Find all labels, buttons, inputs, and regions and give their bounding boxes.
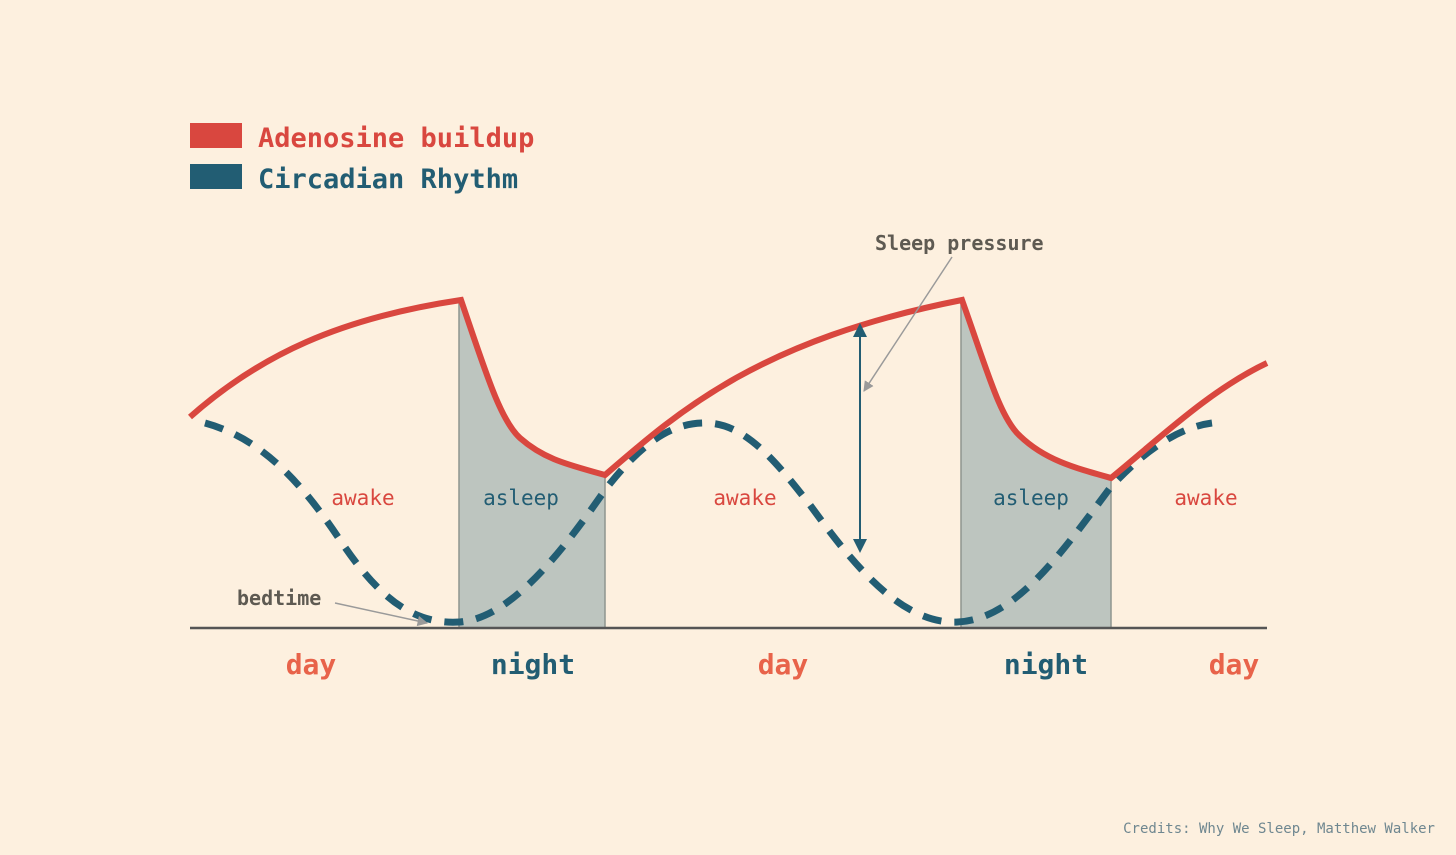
period-label-day: day	[1209, 648, 1260, 681]
period-label-day: day	[286, 648, 337, 681]
bedtime-label: bedtime	[237, 586, 321, 610]
legend-circadian-label: Circadian Rhythm	[258, 164, 518, 195]
legend-adenosine-label: Adenosine buildup	[258, 123, 534, 154]
bedtime-pointer	[334, 602, 429, 627]
legend-circadian-swatch	[190, 164, 242, 189]
period-label-night: night	[491, 648, 575, 681]
region-label-awake: awake	[1174, 486, 1237, 510]
period-label-day: day	[758, 648, 809, 681]
sleep-region-2	[960, 299, 1112, 629]
credits-text: Credits: Why We Sleep, Matthew Walker	[1123, 821, 1435, 837]
legend: Adenosine buildup Circadian Rhythm	[190, 123, 534, 195]
region-label-asleep: asleep	[483, 486, 559, 510]
sleep-pressure-pointer	[863, 256, 953, 392]
adenosine-buildup-curve	[188, 296, 1269, 482]
sleep-pressure-label: Sleep pressure	[875, 231, 1044, 255]
circadian-rhythm-curve	[204, 419, 1213, 626]
region-label-asleep: asleep	[993, 486, 1069, 510]
region-label-awake: awake	[713, 486, 776, 510]
period-label-night: night	[1004, 648, 1088, 681]
region-label-awake: awake	[331, 486, 394, 510]
legend-adenosine-swatch	[190, 123, 242, 148]
